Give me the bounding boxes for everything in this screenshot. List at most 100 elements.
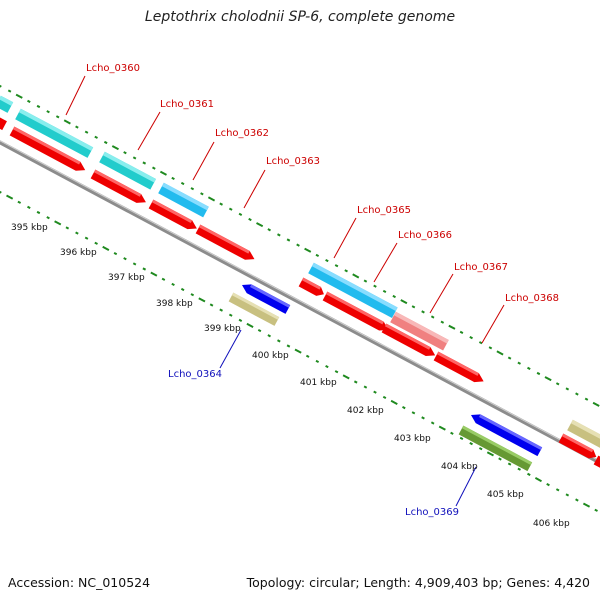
outer-tick bbox=[296, 243, 300, 247]
outer-tick bbox=[63, 119, 71, 125]
genome-backbone bbox=[0, 140, 600, 465]
gene-blue-b[interactable] bbox=[469, 411, 543, 457]
inner-tick bbox=[315, 359, 320, 363]
gene-red-10[interactable] bbox=[558, 433, 599, 462]
outer-tick bbox=[304, 247, 312, 253]
outer-tick bbox=[256, 222, 264, 228]
inner-tick bbox=[534, 477, 542, 483]
kbp-label-396: 396 kbp bbox=[60, 248, 97, 258]
inner-tick bbox=[342, 374, 350, 380]
inner-tick bbox=[257, 329, 262, 333]
gene-blue-a[interactable] bbox=[240, 281, 291, 314]
inner-tick bbox=[102, 245, 110, 251]
outer-tick bbox=[478, 341, 483, 345]
inner-tick bbox=[228, 313, 233, 317]
gene-lcho-0369[interactable] bbox=[458, 425, 533, 472]
outer-tick bbox=[352, 273, 360, 279]
gene-lcho-0364[interactable] bbox=[228, 292, 280, 326]
outer-tick bbox=[132, 156, 137, 160]
outer-tick bbox=[248, 217, 252, 222]
outer-tick bbox=[200, 192, 204, 196]
gene-lcho-0366[interactable] bbox=[390, 311, 449, 351]
gene-red-06[interactable] bbox=[298, 277, 327, 299]
gene-red-05[interactable] bbox=[195, 224, 257, 264]
inner-tick bbox=[113, 252, 118, 256]
inner-tick bbox=[286, 344, 291, 348]
gene-lcho-0367[interactable] bbox=[322, 291, 391, 335]
gene-label-lcho-0360: Lcho_0360 bbox=[86, 63, 140, 74]
outer-tick bbox=[411, 305, 416, 309]
outer-tick bbox=[507, 356, 512, 360]
outer-tick bbox=[142, 161, 147, 165]
inner-tick bbox=[142, 267, 147, 271]
outer-tick bbox=[15, 93, 23, 99]
inner-tick bbox=[46, 216, 50, 220]
outer-tick bbox=[584, 397, 589, 401]
gene-red-08[interactable] bbox=[381, 323, 438, 360]
inner-tick bbox=[294, 348, 302, 354]
accession-text: Accession: NC_010524 bbox=[8, 575, 151, 590]
outer-tick bbox=[152, 166, 156, 170]
inner-tick bbox=[459, 436, 464, 440]
outer-tick bbox=[27, 99, 31, 103]
gene-lcho-0363[interactable] bbox=[148, 199, 200, 233]
outer-tick bbox=[46, 110, 50, 114]
outer-tick bbox=[190, 187, 195, 191]
gene-label-lcho-0364: Lcho_0364 bbox=[168, 369, 222, 380]
outer-tick bbox=[286, 238, 291, 242]
outer-tick bbox=[527, 366, 531, 370]
outer-tick-track bbox=[0, 84, 600, 407]
outer-tick bbox=[180, 181, 185, 186]
gene-label-lcho-0363: Lcho_0363 bbox=[266, 156, 320, 167]
outer-tick bbox=[469, 336, 473, 340]
inner-tick bbox=[594, 508, 598, 512]
inner-tick bbox=[209, 303, 214, 307]
outer-tick bbox=[75, 125, 79, 129]
inner-tick bbox=[277, 339, 281, 343]
gene-lcho-0368[interactable] bbox=[433, 351, 486, 386]
gene-lcho-0360[interactable] bbox=[15, 108, 94, 158]
inner-tick bbox=[180, 287, 185, 292]
gene-red-02[interactable] bbox=[9, 126, 88, 175]
gene-lcho-0362[interactable] bbox=[158, 182, 209, 218]
inner-tick bbox=[382, 395, 387, 399]
gene-red-03[interactable] bbox=[90, 169, 149, 207]
leader-lines-bottom bbox=[219, 329, 477, 507]
gene-lcho-0370[interactable] bbox=[567, 419, 600, 454]
inner-tick bbox=[190, 293, 195, 297]
kbp-label-400: 400 kbp bbox=[252, 351, 289, 361]
inner-tick bbox=[555, 488, 560, 492]
outer-tick bbox=[219, 202, 223, 206]
inner-tick bbox=[438, 425, 446, 431]
inner-tick bbox=[246, 322, 254, 328]
outer-tick bbox=[488, 346, 493, 350]
outer-tick bbox=[392, 294, 396, 299]
gene-lcho-0365[interactable] bbox=[308, 262, 398, 319]
leader-lines-top bbox=[65, 75, 505, 344]
gene-lcho-0359-cyan[interactable] bbox=[0, 95, 14, 113]
inner-tick bbox=[161, 277, 166, 281]
outer-tick bbox=[536, 371, 541, 376]
outer-tick bbox=[592, 401, 600, 407]
kbp-label-405: 405 kbp bbox=[487, 490, 524, 500]
gene-red-11[interactable] bbox=[593, 455, 600, 472]
outer-tick bbox=[400, 299, 408, 305]
inner-tick bbox=[373, 390, 377, 394]
genome-backbone-highlight bbox=[0, 140, 600, 462]
outer-tick bbox=[325, 259, 329, 263]
outer-tick bbox=[373, 284, 377, 288]
outer-tick bbox=[94, 135, 98, 139]
gene-red-01[interactable] bbox=[0, 115, 7, 131]
inner-tick bbox=[450, 431, 454, 435]
inner-tick bbox=[17, 200, 22, 204]
inner-tick bbox=[575, 498, 579, 502]
outer-tick bbox=[0, 84, 2, 88]
gene-lcho-0361[interactable] bbox=[99, 151, 156, 190]
inner-tick bbox=[65, 226, 70, 230]
outer-tick bbox=[344, 269, 348, 273]
gene-label-lcho-0361: Lcho_0361 bbox=[160, 99, 214, 110]
inner-tick-track bbox=[0, 190, 598, 512]
outer-tick bbox=[363, 279, 368, 283]
inner-tick bbox=[390, 399, 398, 405]
outer-tick bbox=[123, 151, 127, 155]
